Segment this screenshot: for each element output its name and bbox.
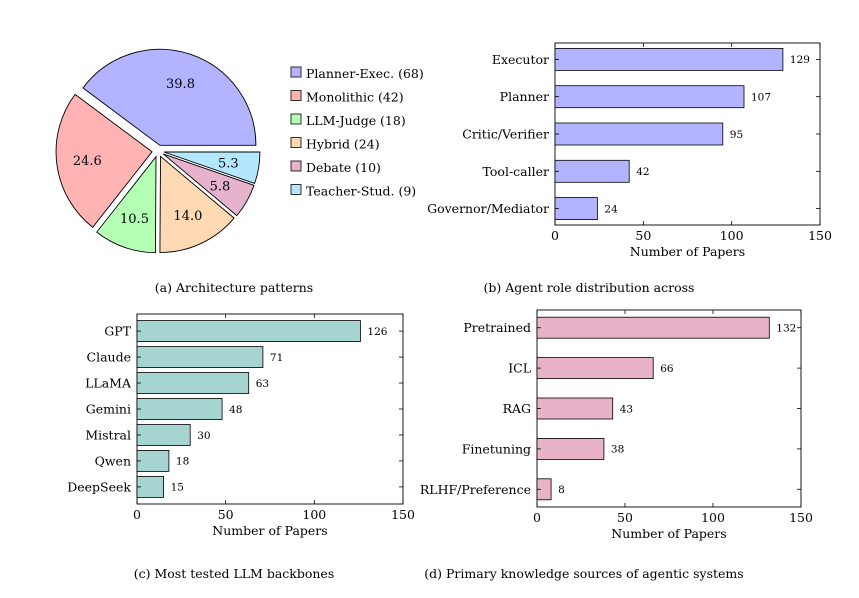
bar-mistral — [136, 424, 191, 446]
bar-rag — [536, 397, 614, 420]
legend-entry: Hybrid (24) — [306, 137, 380, 152]
legend-entry: LLM-Judge (18) — [306, 113, 406, 128]
bar-critic-verifier — [554, 122, 724, 146]
bar-value-label: 43 — [620, 403, 633, 415]
pie-legend: Planner-Exec. (68) Monolithic (42) LLM-Jud… — [290, 66, 424, 199]
category-label: Mistral — [85, 428, 131, 443]
legend-swatch — [290, 137, 302, 148]
pie-slice-hybrid-24 — [159, 155, 235, 253]
x-tick-label: 50 — [218, 507, 234, 522]
bar-planner — [554, 85, 745, 109]
x-axis-title: Number of Papers — [212, 523, 327, 538]
bar-value-label: 71 — [270, 352, 283, 364]
category-label: RLHF/Preference — [420, 482, 531, 497]
category-label: DeepSeek — [67, 479, 131, 494]
pie-chart-architecture: 39.8 24.6 10.5 14.0 5.8 5.3 — [55, 48, 261, 254]
bar-value-label: 30 — [197, 430, 210, 442]
bar-value-label: 66 — [660, 363, 674, 375]
pie-slice-label: 14.0 — [173, 209, 202, 224]
bar-claude — [136, 346, 264, 369]
bar-value-label: 8 — [558, 484, 565, 496]
bar-chart-llm-backbones: GPT 126 Claude 71 LLaMA 63 Gemini 48 Mistral 30 Qw… — [67, 313, 415, 538]
bar-value-label: 63 — [256, 378, 269, 390]
x-tick-label: 100 — [302, 507, 326, 522]
pie-slice-label: 5.3 — [218, 156, 239, 171]
bar-value-label: 95 — [730, 129, 743, 141]
x-axis-title: Number of Papers — [611, 526, 726, 541]
category-label: Gemini — [86, 402, 131, 417]
pie-slice-label: 39.8 — [166, 77, 195, 92]
x-tick-label: 150 — [391, 507, 415, 522]
category-label: LLaMA — [85, 376, 132, 391]
x-axis-title: Number of Papers — [630, 244, 745, 259]
legend-entry: Debate (10) — [306, 160, 381, 175]
bar-value-label: 42 — [636, 166, 649, 178]
x-tick-label: 50 — [635, 228, 651, 243]
category-label: Tool-caller — [483, 164, 549, 179]
bar-gpt — [136, 320, 361, 343]
bar-value-label: 18 — [176, 456, 189, 468]
caption-c: (c) Most tested LLM backbones — [134, 566, 335, 581]
x-tick-label: 150 — [789, 510, 813, 525]
caption-d: (d) Primary knowledge sources of agentic… — [424, 566, 743, 581]
legend-swatch — [290, 184, 302, 195]
bar-finetuning — [536, 437, 605, 460]
pie-slice-teacher-stud-9 — [163, 151, 261, 184]
pie-slice-monolithic-42 — [55, 93, 153, 228]
bar-qwen — [136, 449, 170, 472]
category-label: Claude — [87, 350, 131, 365]
legend-swatch — [290, 113, 302, 125]
x-tick-label: 0 — [533, 510, 541, 525]
bar-executor — [554, 48, 784, 71]
bar-value-label: 38 — [611, 444, 624, 456]
category-label: ICL — [508, 361, 531, 376]
bar-icl — [536, 357, 654, 380]
pie-slice-llm-judge-18 — [96, 155, 157, 254]
category-label: Qwen — [95, 453, 131, 468]
x-tick-label: 150 — [808, 228, 832, 243]
bar-value-label: 107 — [751, 92, 771, 104]
category-label: Finetuning — [462, 441, 531, 456]
pie-slice-planner-exec-68 — [82, 48, 257, 146]
bar-value-label: 48 — [229, 404, 242, 416]
bar-tool-caller — [554, 159, 630, 183]
legend-entry: Teacher-Stud. (9) — [306, 184, 416, 199]
bar-value-label: 126 — [367, 326, 387, 338]
x-tick-label: 0 — [133, 507, 141, 522]
bar-llama — [136, 372, 250, 394]
caption-a: (a) Architecture patterns — [155, 280, 313, 295]
bar-value-label: 129 — [790, 54, 810, 66]
pie-slice-label: 10.5 — [120, 212, 149, 227]
bar-gemini — [136, 398, 223, 420]
category-label: Planner — [500, 89, 549, 104]
caption-b: (b) Agent role distribution across — [484, 280, 695, 295]
category-label: Governor/Mediator — [427, 201, 549, 216]
category-label: Pretrained — [463, 320, 531, 335]
bar-value-label: 132 — [776, 323, 796, 335]
legend-swatch — [290, 160, 302, 172]
x-tick-label: 100 — [720, 228, 744, 243]
bar-value-label: 24 — [604, 203, 618, 215]
legend-swatch — [290, 90, 302, 101]
pie-slice-label: 5.8 — [210, 180, 231, 195]
category-label: GPT — [104, 324, 131, 339]
x-tick-label: 50 — [617, 510, 633, 525]
legend-entry: Planner-Exec. (68) — [306, 66, 424, 81]
bar-governor-mediator — [554, 197, 598, 221]
legend-entry: Monolithic (42) — [306, 90, 404, 105]
bar-pretrained — [536, 316, 770, 339]
category-label: Executor — [492, 52, 549, 67]
category-label: Critic/Verifier — [462, 127, 549, 142]
x-tick-label: 0 — [551, 228, 559, 243]
bar-value-label: 15 — [171, 482, 184, 494]
bar-chart-knowledge-sources: Pretrained 132 ICL 66 RAG 43 Finetuning 38 RLHF/… — [420, 309, 813, 541]
pie-slice-debate-10 — [162, 153, 255, 217]
category-label: RAG — [503, 401, 531, 416]
pie-slice-label: 24.6 — [73, 154, 102, 169]
legend-swatch — [290, 66, 302, 78]
bar-chart-agent-roles: Executor 129 Planner 107 Critic/Verifier 95 To… — [427, 42, 832, 259]
x-tick-label: 100 — [701, 510, 725, 525]
